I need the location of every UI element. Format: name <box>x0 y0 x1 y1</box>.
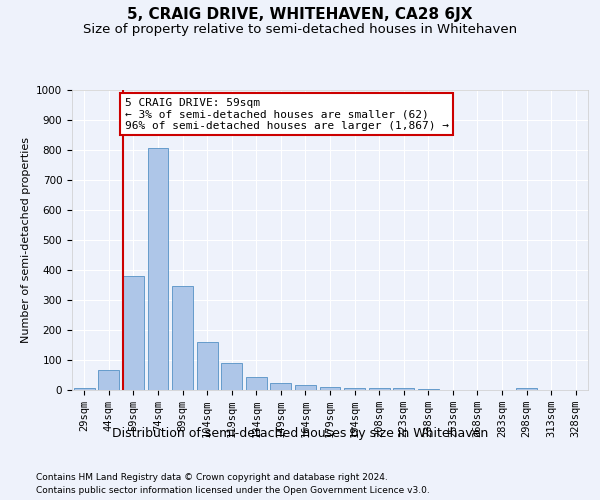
Bar <box>516 388 537 390</box>
Bar <box>148 148 169 390</box>
Y-axis label: Number of semi-detached properties: Number of semi-detached properties <box>20 137 31 343</box>
Bar <box>368 388 389 390</box>
Bar <box>295 384 316 390</box>
Bar <box>74 388 95 390</box>
Bar <box>393 388 414 390</box>
Bar <box>221 363 242 390</box>
Text: 5, CRAIG DRIVE, WHITEHAVEN, CA28 6JX: 5, CRAIG DRIVE, WHITEHAVEN, CA28 6JX <box>127 8 473 22</box>
Text: 5 CRAIG DRIVE: 59sqm
← 3% of semi-detached houses are smaller (62)
96% of semi-d: 5 CRAIG DRIVE: 59sqm ← 3% of semi-detach… <box>125 98 449 130</box>
Text: Distribution of semi-detached houses by size in Whitehaven: Distribution of semi-detached houses by … <box>112 428 488 440</box>
Text: Size of property relative to semi-detached houses in Whitehaven: Size of property relative to semi-detach… <box>83 22 517 36</box>
Bar <box>344 388 365 390</box>
Bar <box>246 378 267 390</box>
Bar <box>123 276 144 390</box>
Bar <box>98 370 119 390</box>
Bar <box>197 342 218 390</box>
Bar <box>418 388 439 390</box>
Bar <box>271 384 292 390</box>
Bar <box>320 387 340 390</box>
Bar <box>172 286 193 390</box>
Text: Contains HM Land Registry data © Crown copyright and database right 2024.: Contains HM Land Registry data © Crown c… <box>36 472 388 482</box>
Text: Contains public sector information licensed under the Open Government Licence v3: Contains public sector information licen… <box>36 486 430 495</box>
